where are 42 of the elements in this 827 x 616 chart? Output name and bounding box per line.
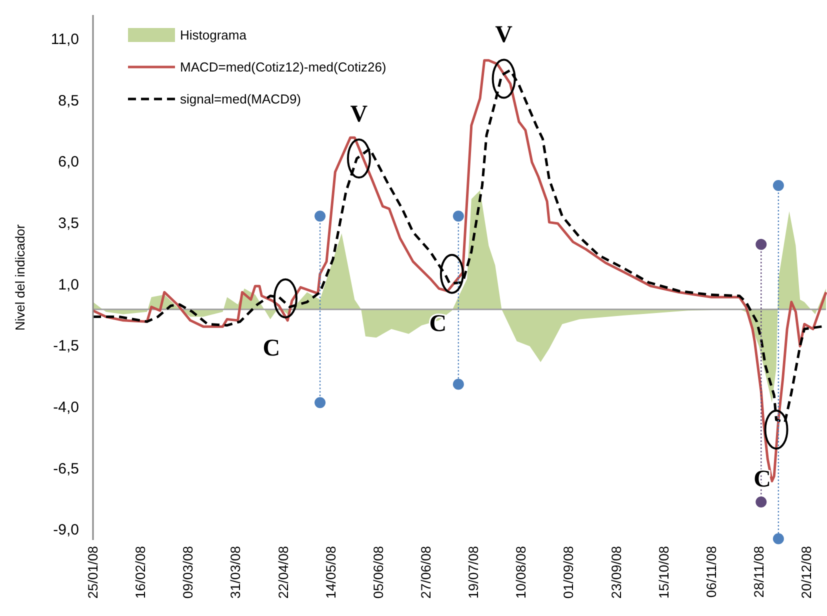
x-tick-label: 28/11/08 [751, 546, 766, 598]
annotation: C [429, 310, 447, 337]
x-tick-label: 14/05/08 [323, 546, 338, 599]
x-tick-label: 16/02/08 [133, 546, 148, 599]
y-tick-label: 8,5 [58, 92, 79, 110]
y-tick-label: -6,5 [53, 460, 79, 478]
y-tick-label: 1,0 [58, 276, 79, 294]
x-tick-label: 05/06/08 [370, 546, 386, 599]
y-tick-label: -1,5 [53, 338, 79, 355]
y-tick-label: 6,0 [58, 154, 79, 171]
point [756, 238, 767, 250]
point [772, 533, 784, 544]
point [314, 210, 326, 222]
legend-label: MACD=med(Cotiz12)-med(Cotiz26) [180, 60, 386, 74]
x-tick-label: 27/06/08 [418, 546, 434, 599]
y-tick-label: 11,0 [50, 31, 79, 48]
x-tick-label: 22/04/08 [276, 546, 291, 599]
x-tick-label: 06/11/08 [704, 546, 719, 598]
x-tick-label: 01/09/08 [561, 546, 576, 599]
x-tick-label: 09/03/08 [180, 546, 196, 599]
y-tick-label: 3,5 [58, 215, 79, 232]
y-axis-title: Nivel del indicador [12, 224, 28, 331]
x-tick-label: 10/08/08 [514, 546, 529, 599]
y-tick-label: -4,0 [53, 399, 79, 416]
point [314, 397, 326, 408]
annotation: V [495, 22, 514, 48]
x-tick-label: 25/01/08 [86, 546, 100, 599]
x-tick-label: 15/10/08 [656, 546, 672, 599]
legend-label: signal=med(MACD9) [180, 92, 302, 106]
x-tick-label: 20/12/08 [799, 546, 814, 599]
x-tick-label: 19/07/08 [466, 546, 482, 599]
x-tick-label: 23/09/08 [608, 546, 624, 599]
point [452, 378, 464, 390]
x-tick-label: 31/03/08 [228, 546, 244, 599]
legend-label: Histograma [180, 28, 248, 42]
y-tick-label: -9,0 [53, 522, 79, 539]
point [756, 496, 767, 508]
annotation: C [262, 335, 280, 362]
point [452, 210, 464, 222]
point [772, 180, 784, 191]
annotation: C [754, 466, 771, 493]
annotation: V [350, 102, 368, 128]
